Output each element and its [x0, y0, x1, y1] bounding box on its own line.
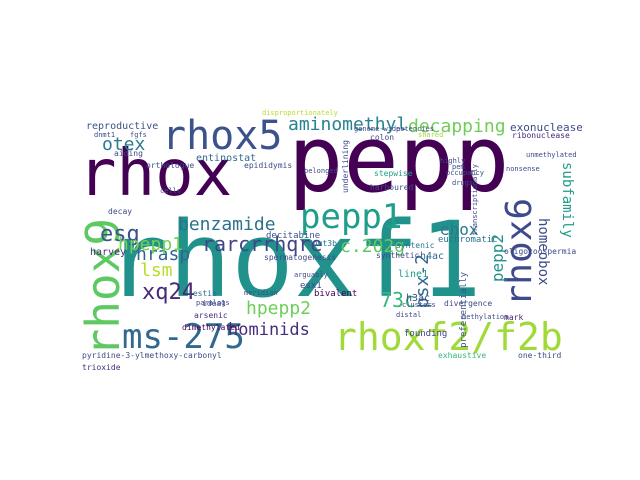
cloud-word: rhoxf1 [106, 199, 482, 321]
cloud-word: otex [102, 134, 146, 155]
cloud-word: harboured [370, 183, 414, 192]
cloud-word: decitabine [266, 231, 321, 241]
cloud-word: entinostat [196, 153, 257, 164]
cloud-word: trioxide [82, 363, 121, 372]
cloud-word: genome-wide [354, 125, 401, 133]
cloud-word: decapping [408, 116, 506, 137]
cloud-word: fgfs [130, 131, 147, 139]
cloud-word: underlining [341, 140, 350, 193]
cloud-word: hpepp1 [118, 234, 184, 255]
cloud-word: oligozoospermia [504, 247, 577, 256]
cloud-word: rarcrrhqre [202, 232, 323, 256]
cloud-word: decay [108, 207, 133, 216]
cloud-word: arguably [294, 271, 328, 279]
cloud-word: orthologue [146, 161, 195, 170]
cloud-word: paralogs [196, 299, 230, 307]
cloud-word: lsm [140, 260, 173, 281]
cloud-word: cells [160, 187, 182, 195]
cloud-word: dnmt1 [94, 131, 116, 139]
cloud-word: highly [440, 157, 466, 165]
cloud-word: one-third [518, 351, 562, 360]
cloud-word: hominids [228, 320, 310, 340]
cloud-word: 73c [380, 288, 417, 312]
cloud-word: pyridine-3-ylmethoxy-carbonyl [82, 351, 222, 360]
cloud-word: epididymis [244, 161, 293, 170]
cloud-word: c.202g [340, 236, 406, 257]
cloud-word: ideal [202, 299, 227, 308]
cloud-word: drugs [452, 179, 474, 187]
cloud-word: distal [396, 311, 422, 319]
cloud-word: nonsense [506, 165, 540, 173]
cloud-word: colon [370, 133, 395, 142]
cloud-word: belonged [304, 167, 338, 175]
cloud-word: synthetic [376, 251, 420, 260]
cloud-word: aminomethyl [288, 114, 408, 135]
cloud-word: ms-275 [122, 317, 245, 357]
cloud-word: bivalent [314, 289, 358, 299]
cloud-word: line1 [398, 269, 429, 280]
cloud-word: exhaustive [438, 351, 487, 360]
cloud-word: potencies [396, 125, 434, 133]
cloud-word: stepwise [374, 169, 413, 178]
cloud-word: clusters [402, 301, 436, 309]
cloud-word: reproductive [86, 121, 159, 132]
cloud-word: spermatogenesis [264, 253, 337, 262]
cloud-word: pem [452, 163, 465, 171]
cloud-word: dimethylated [182, 323, 240, 332]
cloud-word: testis [188, 289, 217, 298]
cloud-word: arsenic [194, 311, 228, 320]
cloud-word: h4ac [420, 251, 445, 262]
cloud-word: shared [418, 131, 444, 139]
cloud-word: methylation [462, 313, 509, 321]
cloud-word: unmethylated [526, 151, 577, 159]
cloud-word: founding [404, 329, 448, 339]
cloud-word: hpepp2 [246, 298, 312, 319]
cloud-word: rhoxf2/f2b [334, 315, 563, 359]
cloud-word: preferentially [459, 272, 469, 348]
cloud-word: aiding [114, 149, 143, 158]
cloud-word: xq24 [142, 280, 195, 305]
cloud-word: disproportionately [262, 109, 338, 117]
cloud-word: euchromatic [438, 235, 498, 245]
cloud-word: dnmt3b [308, 239, 337, 248]
cloud-word: esg [100, 222, 140, 247]
word-cloud: pepp rhoxf1 rhox rhox5 pepp1 rhoxf2/f2b ms-275… [78, 104, 582, 376]
cloud-word: rhox [78, 137, 233, 211]
cloud-word: meridian [244, 289, 278, 297]
cloud-word: subfamily [559, 162, 575, 238]
cloud-word: exonucleases [510, 121, 582, 134]
cloud-word: pepp [288, 106, 510, 213]
cloud-word: mark [504, 313, 524, 322]
cloud-word: ribonuclease [512, 131, 570, 140]
cloud-word: divergence [444, 299, 493, 308]
cloud-word: esx1 [300, 281, 322, 291]
cloud-word: hrasp [136, 244, 191, 265]
cloud-word: benzamide [178, 214, 276, 235]
cloud-word: h3ac [406, 293, 431, 304]
cloud-word: syntenic [396, 241, 435, 250]
cloud-word: harvey [90, 247, 127, 258]
cloud-word: occupancy [446, 169, 484, 177]
cloud-word: ehox [440, 220, 479, 239]
cloud-word: rhox5 [162, 113, 283, 159]
cloud-word: pepp1 [300, 197, 403, 237]
